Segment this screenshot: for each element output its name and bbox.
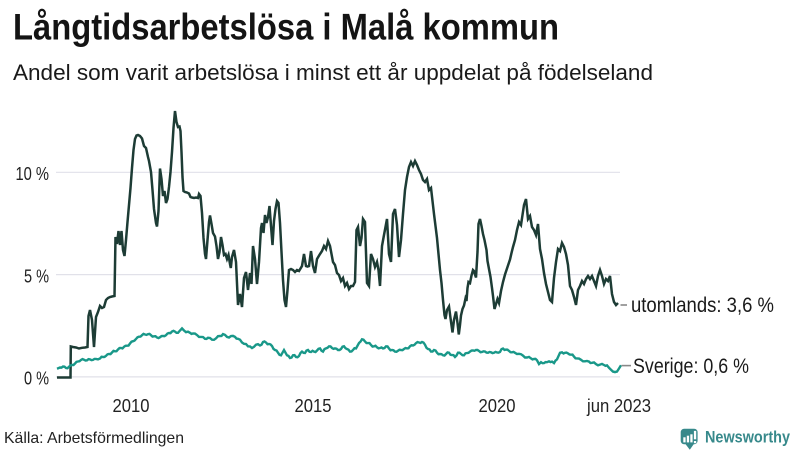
svg-text:Newsworthy: Newsworthy xyxy=(705,429,791,447)
svg-text:0 %: 0 % xyxy=(24,369,49,389)
svg-text:2015: 2015 xyxy=(295,396,332,416)
svg-text:Sverige: 0,6 %: Sverige: 0,6 % xyxy=(633,355,749,378)
svg-text:2020: 2020 xyxy=(479,396,516,416)
svg-text:Källa: Arbetsförmedlingen: Källa: Arbetsförmedlingen xyxy=(4,430,184,447)
svg-text:jun 2023: jun 2023 xyxy=(586,396,651,416)
svg-text:2010: 2010 xyxy=(113,396,150,416)
svg-text:Långtidsarbetslösa i Malå komm: Långtidsarbetslösa i Malå kommun xyxy=(13,7,559,48)
svg-text:utomlands: 3,6 %: utomlands: 3,6 % xyxy=(631,294,774,317)
svg-text:5 %: 5 % xyxy=(24,267,49,287)
svg-text:10 %: 10 % xyxy=(16,164,50,184)
svg-text:Andel som varit arbetslösa i m: Andel som varit arbetslösa i minst ett å… xyxy=(13,60,653,85)
